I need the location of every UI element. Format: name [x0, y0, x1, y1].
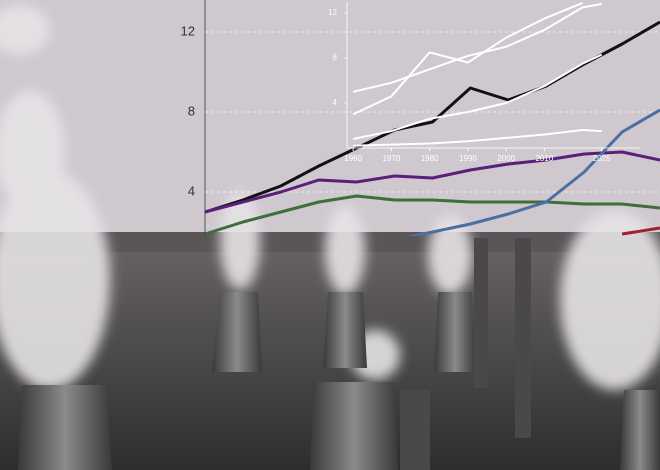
- x-tick-label: 2025: [593, 154, 611, 163]
- series-line: [204, 194, 660, 236]
- series-line: [204, 150, 660, 214]
- series-line: [406, 108, 660, 236]
- y-tick-label: 8: [333, 53, 338, 62]
- x-tick-label: 1970: [382, 154, 400, 163]
- smoke: [0, 5, 660, 390]
- x-tick-label: 2000: [497, 154, 515, 163]
- x-tick-label: 2010: [535, 154, 553, 163]
- series-line: [352, 53, 603, 140]
- series-line: [352, 1, 583, 116]
- x-tick-label: 1960: [344, 154, 362, 163]
- chimneys: [400, 238, 531, 470]
- x-tick-label: 1980: [421, 154, 439, 163]
- series-line: [204, 20, 660, 214]
- y-tick-label: 8: [188, 103, 195, 118]
- y-tick-label: 12: [181, 23, 195, 38]
- inset-chart: 4 8 12 1960 1970 1980 1990 2000 2010 2025: [328, 1, 640, 163]
- series-line: [352, 3, 602, 93]
- y-tick-label: 4: [188, 183, 195, 198]
- x-tick-label: 1990: [459, 154, 477, 163]
- cooling-towers: [18, 292, 660, 470]
- y-tick-label: 4: [333, 98, 338, 107]
- y-tick-label: 12: [328, 8, 337, 17]
- series-line: [621, 226, 660, 236]
- series-line: [353, 129, 602, 147]
- main-chart: 4 8 12: [181, 0, 660, 236]
